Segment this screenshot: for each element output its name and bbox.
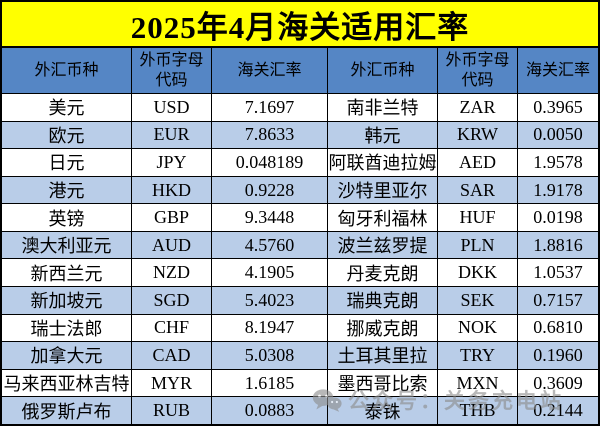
currency-code-cell: CHF — [132, 314, 212, 342]
currency-code-cell: SEK — [438, 287, 518, 314]
currency-code-cell: SGD — [132, 287, 212, 314]
customs-rate-cell: 8.1947 — [212, 314, 328, 342]
currency-code-cell: HKD — [132, 176, 212, 204]
currency-name-cell: 挪威克朗 — [328, 314, 438, 342]
currency-name-cell: 阿联酋迪拉姆 — [328, 149, 438, 176]
customs-rate-cell: 1.0537 — [533, 262, 583, 283]
currency-name-cell: 马来西亚林吉特 — [2, 369, 132, 397]
header-currency-name-left: 外汇币种 — [2, 48, 132, 93]
table-row: 欧元 EUR 7.8633 韩元 KRW 0.0050 — [2, 121, 598, 150]
currency-name-cell: 澳大利亚元 — [2, 231, 132, 259]
customs-rate-cell: 1.9578 — [533, 151, 583, 172]
currency-code-cell: MYR — [132, 369, 212, 397]
currency-name-cell: 墨西哥比索 — [328, 369, 438, 397]
currency-name-cell: 泰铢 — [328, 397, 438, 424]
header-customs-rate-right: 海关汇率 — [525, 61, 590, 79]
header-currency-code-right: 外币字母代码 — [438, 48, 518, 93]
currency-code-cell: ZAR — [438, 94, 518, 121]
currency-name-cell: 沙特里亚尔 — [328, 176, 438, 204]
customs-rate-cell: 0.048189 — [212, 149, 328, 176]
currency-code-cell: EUR — [132, 121, 212, 149]
customs-rate-cell: 1.9178 — [533, 179, 583, 200]
customs-rate-cell: 5.0308 — [212, 342, 328, 369]
customs-rate-cell: 5.4023 — [212, 287, 328, 314]
currency-code-cell: RUB — [132, 397, 212, 424]
currency-code-cell: AED — [438, 149, 518, 176]
customs-rate-cell: 0.3965 — [533, 96, 583, 117]
title-bar: 2025年4月海关适用汇率 — [2, 2, 598, 48]
currency-code-cell: TRY — [438, 342, 518, 369]
currency-code-cell: JPY — [132, 149, 212, 176]
table-row: 瑞士法郎 CHF 8.1947 挪威克朗 NOK 0.6810 — [2, 314, 598, 343]
table-row: 俄罗斯卢布 RUB 0.0883 泰铢 THB 0.2144 — [2, 397, 598, 424]
table-row: 马来西亚林吉特 MYR 1.6185 墨西哥比索 MXN 0.3609 — [2, 369, 598, 398]
currency-code-cell: MXN — [438, 369, 518, 397]
currency-name-cell: 韩元 — [328, 121, 438, 149]
customs-rate-cell: 0.3609 — [533, 372, 583, 393]
customs-rate-cell: 7.8633 — [212, 121, 328, 149]
currency-code-cell: USD — [132, 94, 212, 121]
currency-code-cell: AUD — [132, 231, 212, 259]
currency-code-cell: THB — [438, 397, 518, 424]
table-header-row: 外汇币种 外币字母代码 海关汇率 外汇币种 外币字母代码 海关汇率 — [2, 48, 598, 94]
page-title: 2025年4月海关适用汇率 — [130, 9, 470, 45]
currency-name-cell: 新西兰元 — [2, 259, 132, 287]
customs-rate-cell: 0.9228 — [212, 176, 328, 204]
header-currency-code-left: 外币字母代码 — [132, 48, 212, 93]
table-row: 日元 JPY 0.048189 阿联酋迪拉姆 AED 1.9578 — [2, 149, 598, 177]
currency-code-cell: HUF — [438, 204, 518, 231]
customs-rate-cell: 0.0883 — [212, 397, 328, 424]
currency-name-cell: 美元 — [2, 94, 132, 121]
currency-code-cell: PLN — [438, 231, 518, 259]
customs-rate-cell: 7.1697 — [212, 94, 328, 121]
customs-rate-cell: 1.6185 — [212, 369, 328, 397]
currency-name-cell: 新加坡元 — [2, 287, 132, 314]
customs-rate-cell: 0.0050 — [533, 124, 583, 145]
table-row: 美元 USD 7.1697 南非兰特 ZAR 0.3965 — [2, 94, 598, 122]
customs-rate-cell: 0.6810 — [533, 317, 583, 338]
currency-name-cell: 匈牙利福林 — [328, 204, 438, 231]
table-body: 美元 USD 7.1697 南非兰特 ZAR 0.3965 欧元 EUR 7.8… — [2, 94, 598, 424]
header-currency-name-right: 外汇币种 — [328, 48, 438, 93]
table-row: 新西兰元 NZD 4.1905 丹麦克朗 DKK 1.0537 — [2, 259, 598, 288]
currency-name-cell: 欧元 — [2, 121, 132, 149]
table-row: 港元 HKD 0.9228 沙特里亚尔 SAR 1.9178 — [2, 176, 598, 205]
customs-rate-cell: 4.5760 — [212, 231, 328, 259]
currency-code-cell: CAD — [132, 342, 212, 369]
customs-rate-cell: 0.7157 — [533, 289, 583, 310]
currency-code-cell: KRW — [438, 121, 518, 149]
currency-name-cell: 土耳其里拉 — [328, 342, 438, 369]
currency-name-cell: 加拿大元 — [2, 342, 132, 369]
currency-code-cell: SAR — [438, 176, 518, 204]
customs-rate-cell: 0.1960 — [533, 344, 583, 365]
currency-name-cell: 瑞典克朗 — [328, 287, 438, 314]
table-row: 加拿大元 CAD 5.0308 土耳其里拉 TRY 0.1960 — [2, 342, 598, 370]
table-row: 新加坡元 SGD 5.4023 瑞典克朗 SEK 0.7157 — [2, 287, 598, 315]
customs-rate-cell: 1.8816 — [533, 234, 583, 255]
currency-name-cell: 丹麦克朗 — [328, 259, 438, 287]
currency-code-cell: DKK — [438, 259, 518, 287]
currency-code-cell: NZD — [132, 259, 212, 287]
currency-code-cell: GBP — [132, 204, 212, 231]
currency-name-cell: 南非兰特 — [328, 94, 438, 121]
currency-name-cell: 俄罗斯卢布 — [2, 397, 132, 424]
header-customs-rate-left: 海关汇率 — [212, 48, 328, 93]
currency-name-cell: 日元 — [2, 149, 132, 176]
customs-rate-cell: 4.1905 — [212, 259, 328, 287]
customs-rate-cell: 0.0198 — [533, 207, 583, 228]
table-row: 英镑 GBP 9.3448 匈牙利福林 HUF 0.0198 — [2, 204, 598, 232]
currency-name-cell: 瑞士法郎 — [2, 314, 132, 342]
table-row: 澳大利亚元 AUD 4.5760 波兰兹罗提 PLN 1.8816 — [2, 231, 598, 260]
currency-name-cell: 波兰兹罗提 — [328, 231, 438, 259]
currency-code-cell: NOK — [438, 314, 518, 342]
currency-name-cell: 港元 — [2, 176, 132, 204]
customs-rate-cell: 9.3448 — [212, 204, 328, 231]
currency-name-cell: 英镑 — [2, 204, 132, 231]
customs-rate-cell: 0.2144 — [533, 400, 583, 421]
